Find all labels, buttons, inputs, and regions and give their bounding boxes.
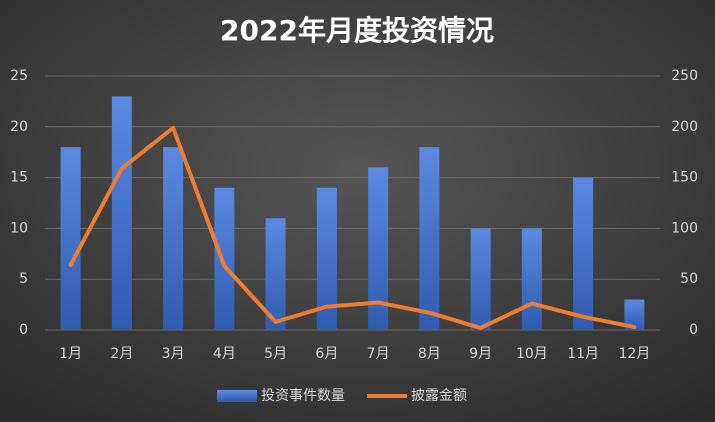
bar <box>60 147 81 330</box>
legend-swatch <box>217 390 257 402</box>
bar <box>419 147 440 330</box>
y2-tick-label: 100 <box>671 220 698 236</box>
x-tick-label: 3月 <box>162 346 185 362</box>
legend-label: 披露金额 <box>411 388 467 404</box>
x-tick-label: 11月 <box>567 346 599 362</box>
chart-title: 2022年月度投资情况 <box>220 14 494 47</box>
x-tick-label: 7月 <box>367 346 390 362</box>
bar <box>573 177 594 330</box>
bar <box>265 218 286 330</box>
y-tick-label: 15 <box>10 170 28 186</box>
x-tick-label: 6月 <box>315 346 338 362</box>
bar <box>368 167 389 330</box>
x-tick-label: 8月 <box>418 346 441 362</box>
y-tick-label: 10 <box>10 220 28 236</box>
y-tick-label: 5 <box>19 271 28 287</box>
y2-tick-label: 250 <box>671 68 698 84</box>
y2-tick-label: 150 <box>671 170 698 186</box>
x-tick-label: 1月 <box>59 346 82 362</box>
x-tick-label: 9月 <box>469 346 492 362</box>
legend-label: 投资事件数量 <box>261 388 345 404</box>
line <box>68 125 637 330</box>
y2-tick-label: 0 <box>689 322 698 338</box>
bar <box>624 299 645 330</box>
x-tick-label: 4月 <box>213 346 236 362</box>
x-tick-label: 10月 <box>516 346 548 362</box>
x-tick-label: 5月 <box>264 346 287 362</box>
x-tick-label: 2月 <box>110 346 133 362</box>
bar <box>163 147 184 330</box>
y2-tick-label: 200 <box>671 119 698 135</box>
bar <box>316 187 337 330</box>
y2-tick-label: 50 <box>680 271 698 287</box>
x-tick-label: 12月 <box>618 346 650 362</box>
y-tick-label: 20 <box>10 119 28 135</box>
bar <box>521 228 542 330</box>
y-tick-label: 25 <box>10 68 28 84</box>
bar <box>111 96 132 330</box>
bar <box>470 228 491 330</box>
y-tick-label: 0 <box>19 322 28 338</box>
bar <box>214 187 235 330</box>
